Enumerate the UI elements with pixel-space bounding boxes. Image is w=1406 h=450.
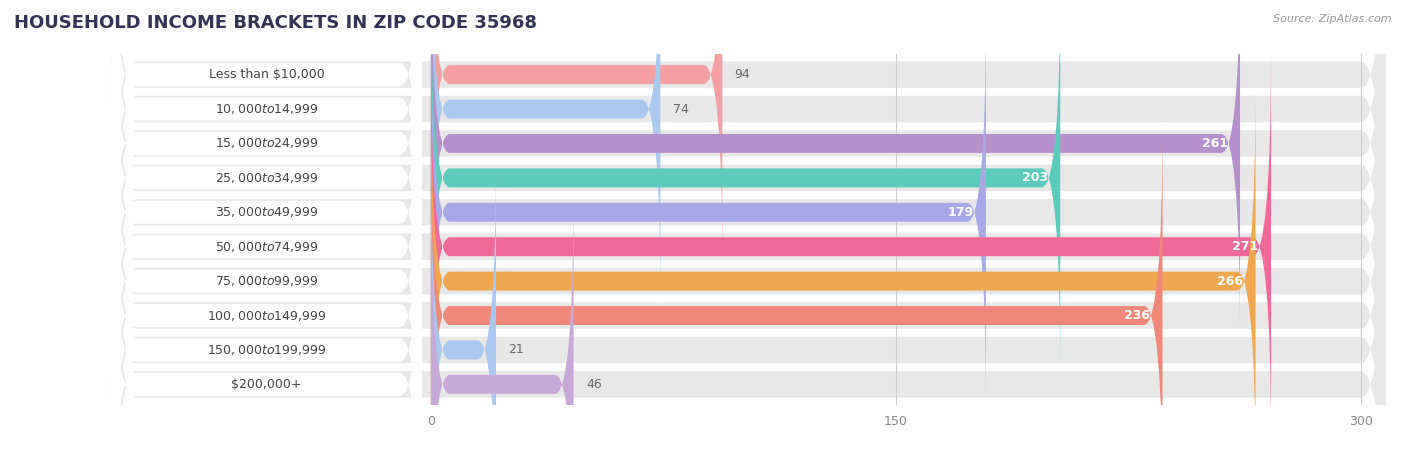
Text: $35,000 to $49,999: $35,000 to $49,999 bbox=[215, 205, 318, 219]
FancyBboxPatch shape bbox=[111, 0, 422, 304]
FancyBboxPatch shape bbox=[111, 18, 422, 450]
FancyBboxPatch shape bbox=[111, 0, 422, 441]
FancyBboxPatch shape bbox=[111, 0, 422, 373]
FancyBboxPatch shape bbox=[432, 187, 574, 450]
FancyBboxPatch shape bbox=[432, 153, 496, 450]
FancyBboxPatch shape bbox=[432, 0, 1240, 341]
FancyBboxPatch shape bbox=[111, 86, 422, 450]
FancyBboxPatch shape bbox=[432, 0, 661, 306]
FancyBboxPatch shape bbox=[111, 122, 1386, 450]
FancyBboxPatch shape bbox=[432, 118, 1163, 450]
FancyBboxPatch shape bbox=[432, 84, 1256, 450]
Text: HOUSEHOLD INCOME BRACKETS IN ZIP CODE 35968: HOUSEHOLD INCOME BRACKETS IN ZIP CODE 35… bbox=[14, 14, 537, 32]
FancyBboxPatch shape bbox=[111, 0, 1386, 440]
FancyBboxPatch shape bbox=[111, 0, 1386, 450]
FancyBboxPatch shape bbox=[111, 121, 422, 450]
FancyBboxPatch shape bbox=[111, 0, 1386, 450]
Text: $75,000 to $99,999: $75,000 to $99,999 bbox=[215, 274, 318, 288]
FancyBboxPatch shape bbox=[432, 0, 723, 272]
FancyBboxPatch shape bbox=[111, 155, 422, 450]
Text: Source: ZipAtlas.com: Source: ZipAtlas.com bbox=[1274, 14, 1392, 23]
Text: 266: 266 bbox=[1218, 274, 1243, 288]
Text: 236: 236 bbox=[1125, 309, 1150, 322]
Text: 179: 179 bbox=[948, 206, 973, 219]
FancyBboxPatch shape bbox=[111, 19, 1386, 450]
Text: 94: 94 bbox=[735, 68, 751, 81]
FancyBboxPatch shape bbox=[432, 15, 986, 410]
Text: 203: 203 bbox=[1022, 171, 1047, 184]
Text: 74: 74 bbox=[672, 103, 689, 116]
Text: $150,000 to $199,999: $150,000 to $199,999 bbox=[207, 343, 326, 357]
FancyBboxPatch shape bbox=[111, 88, 1386, 450]
Text: 261: 261 bbox=[1202, 137, 1227, 150]
FancyBboxPatch shape bbox=[432, 50, 1271, 444]
Text: $200,000+: $200,000+ bbox=[232, 378, 302, 391]
FancyBboxPatch shape bbox=[111, 0, 1386, 405]
FancyBboxPatch shape bbox=[111, 0, 1386, 337]
FancyBboxPatch shape bbox=[111, 0, 422, 407]
Text: 46: 46 bbox=[586, 378, 602, 391]
Text: $10,000 to $14,999: $10,000 to $14,999 bbox=[215, 102, 318, 116]
FancyBboxPatch shape bbox=[432, 0, 1060, 375]
Text: $15,000 to $24,999: $15,000 to $24,999 bbox=[215, 136, 318, 150]
Text: Less than $10,000: Less than $10,000 bbox=[208, 68, 325, 81]
FancyBboxPatch shape bbox=[111, 0, 422, 338]
Text: 21: 21 bbox=[509, 343, 524, 356]
FancyBboxPatch shape bbox=[111, 54, 1386, 450]
FancyBboxPatch shape bbox=[111, 52, 422, 450]
Text: $50,000 to $74,999: $50,000 to $74,999 bbox=[215, 240, 318, 254]
Text: $100,000 to $149,999: $100,000 to $149,999 bbox=[207, 309, 326, 323]
Text: 271: 271 bbox=[1233, 240, 1258, 253]
Text: $25,000 to $34,999: $25,000 to $34,999 bbox=[215, 171, 318, 185]
FancyBboxPatch shape bbox=[111, 0, 1386, 371]
